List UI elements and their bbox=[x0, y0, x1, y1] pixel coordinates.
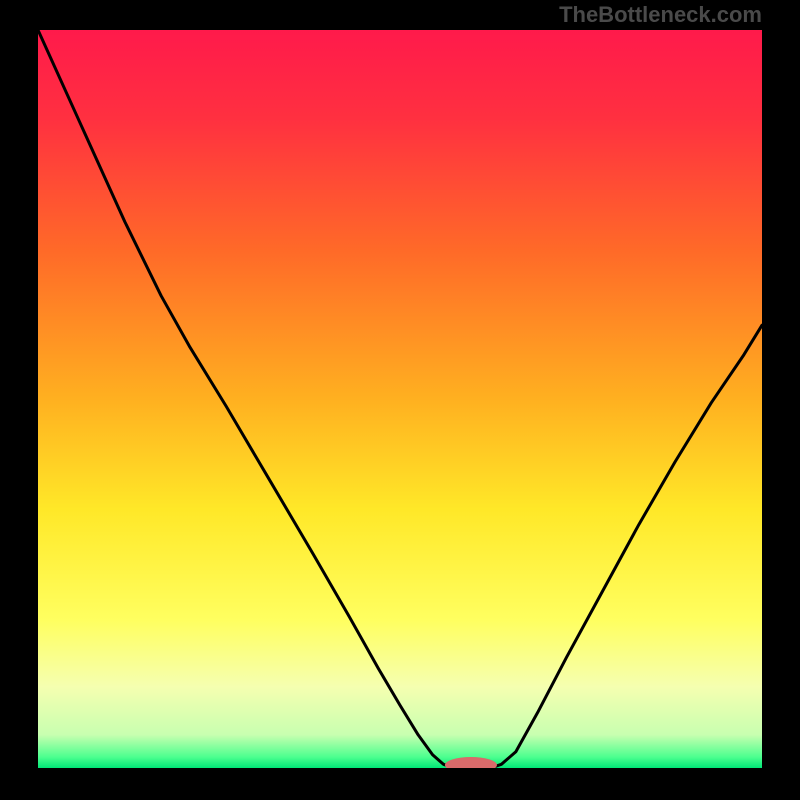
gradient-background bbox=[38, 30, 762, 768]
watermark-text: TheBottleneck.com bbox=[559, 2, 762, 28]
chart-frame: TheBottleneck.com bbox=[0, 0, 800, 800]
plot-svg bbox=[38, 30, 762, 768]
plot-area bbox=[38, 30, 762, 768]
